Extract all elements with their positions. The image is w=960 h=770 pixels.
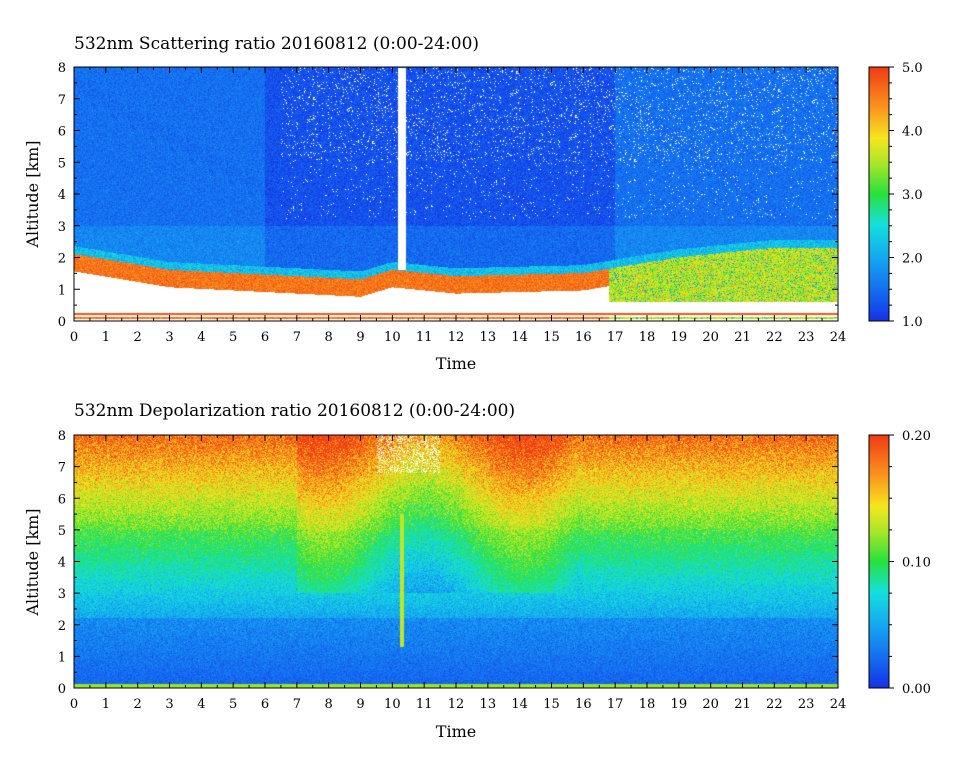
y-tick-label: 5 (58, 524, 66, 539)
x-tick-label: 6 (261, 697, 269, 712)
x-tick-label: 20 (702, 697, 719, 712)
x-tick-label: 7 (293, 697, 301, 712)
colorbar-ticks: 0.00 0.10 0.20 (889, 429, 931, 697)
y-tick-label: 1 (58, 650, 66, 665)
x-tick-label: 15 (543, 697, 560, 712)
y-tick-label: 2 (58, 252, 66, 267)
x-tick-label: 15 (543, 330, 560, 345)
x-tick-label: 22 (766, 330, 783, 345)
y-tick-label: 4 (58, 188, 66, 203)
colorbar-tick-label: 2.0 (902, 252, 923, 267)
chart-title: 532nm Scattering ratio 20160812 (0:00-24… (74, 34, 479, 54)
x-tick-label: 5 (229, 697, 237, 712)
x-tick-label: 3 (165, 697, 173, 712)
x-tick-label: 16 (575, 330, 592, 345)
y-tick-label: 6 (58, 125, 66, 140)
x-tick-label: 22 (766, 697, 783, 712)
y-tick-label: 6 (58, 492, 66, 507)
x-tick-label: 17 (607, 697, 624, 712)
x-tick-label: 21 (734, 330, 751, 345)
y-tick-label: 5 (58, 156, 66, 171)
colorbar-tick-label: 4.0 (902, 125, 923, 140)
x-tick-label: 3 (165, 330, 173, 345)
y-tick-label: 7 (58, 461, 66, 476)
x-tick-label: 1 (102, 330, 110, 345)
x-tick-label: 18 (639, 697, 656, 712)
colorbar-tick-label: 3.0 (902, 188, 923, 203)
depolarization-colorbar (869, 435, 889, 688)
x-tick-label: 13 (480, 330, 497, 345)
y-axis-label: Altitude [km] (23, 508, 42, 616)
y-tick-label: 0 (58, 315, 66, 330)
x-tick-label: 19 (671, 330, 688, 345)
x-tick-label: 9 (356, 330, 364, 345)
x-tick-label: 23 (798, 697, 815, 712)
x-tick-label: 12 (448, 697, 465, 712)
x-tick-label: 11 (416, 330, 433, 345)
x-tick-label: 17 (607, 330, 624, 345)
x-tick-label: 21 (734, 697, 751, 712)
x-tick-label: 12 (448, 330, 465, 345)
y-tick-label: 7 (58, 93, 66, 108)
colorbar-tick-label: 1.0 (902, 315, 923, 330)
colorbar-tick-label: 0.20 (902, 429, 931, 444)
x-tick-label: 7 (293, 330, 301, 345)
x-tick-label: 6 (261, 330, 269, 345)
x-tick-label: 11 (416, 697, 433, 712)
x-tick-label: 10 (384, 697, 401, 712)
x-tick-label: 13 (480, 697, 497, 712)
x-tick-label: 2 (134, 330, 142, 345)
scattering-colorbar (869, 67, 889, 321)
y-tick-label: 3 (58, 587, 66, 602)
depolarization-ratio-panel: 532nm Depolarization ratio 20160812 (0:0… (23, 401, 931, 741)
x-axis-label: Time (436, 354, 476, 373)
x-tick-label: 9 (356, 697, 364, 712)
scattering-heatmap (74, 67, 838, 321)
axes: 0 1 2 3 4 5 6 7 8 9 10 11 12 13 14 15 16 17 18 19 20 21 22 23 24… (58, 429, 847, 712)
x-tick-label: 24 (830, 330, 847, 345)
y-tick-label: 0 (58, 682, 66, 697)
scattering-ratio-panel: 532nm Scattering ratio 20160812 (0:00-24… (23, 34, 923, 373)
x-tick-label: 10 (384, 330, 401, 345)
x-tick-label: 19 (671, 697, 688, 712)
x-tick-label: 0 (70, 330, 78, 345)
y-tick-label: 1 (58, 283, 66, 298)
x-tick-label: 14 (511, 330, 528, 345)
colorbar-ticks: 1.0 2.0 3.0 4.0 5.0 (889, 61, 923, 330)
y-tick-label: 8 (58, 429, 66, 444)
y-tick-label: 8 (58, 61, 66, 76)
x-tick-label: 18 (639, 330, 656, 345)
x-tick-label: 5 (229, 330, 237, 345)
x-tick-label: 20 (702, 330, 719, 345)
x-tick-label: 16 (575, 697, 592, 712)
x-tick-label: 0 (70, 697, 78, 712)
x-tick-label: 8 (325, 697, 333, 712)
colorbar-tick-label: 0.00 (902, 682, 931, 697)
y-tick-label: 2 (58, 619, 66, 634)
y-tick-label: 4 (58, 556, 66, 571)
colorbar-tick-label: 0.10 (902, 556, 931, 571)
axes: 0 1 2 3 4 5 6 7 8 9 10 11 12 13 14 15 16 17 18 19 20 21 22 23 24… (58, 61, 847, 345)
x-tick-label: 4 (197, 330, 205, 345)
colorbar-tick-label: 5.0 (902, 61, 923, 76)
y-tick-label: 3 (58, 220, 66, 235)
x-tick-label: 4 (197, 697, 205, 712)
x-tick-label: 2 (134, 697, 142, 712)
x-tick-label: 14 (511, 697, 528, 712)
x-tick-label: 1 (102, 697, 110, 712)
x-tick-label: 24 (830, 697, 847, 712)
x-axis-label: Time (436, 722, 476, 741)
y-axis-label: Altitude [km] (23, 140, 42, 248)
x-tick-label: 23 (798, 330, 815, 345)
x-tick-label: 8 (325, 330, 333, 345)
depolarization-heatmap (74, 435, 838, 688)
chart-title: 532nm Depolarization ratio 20160812 (0:0… (74, 401, 515, 421)
